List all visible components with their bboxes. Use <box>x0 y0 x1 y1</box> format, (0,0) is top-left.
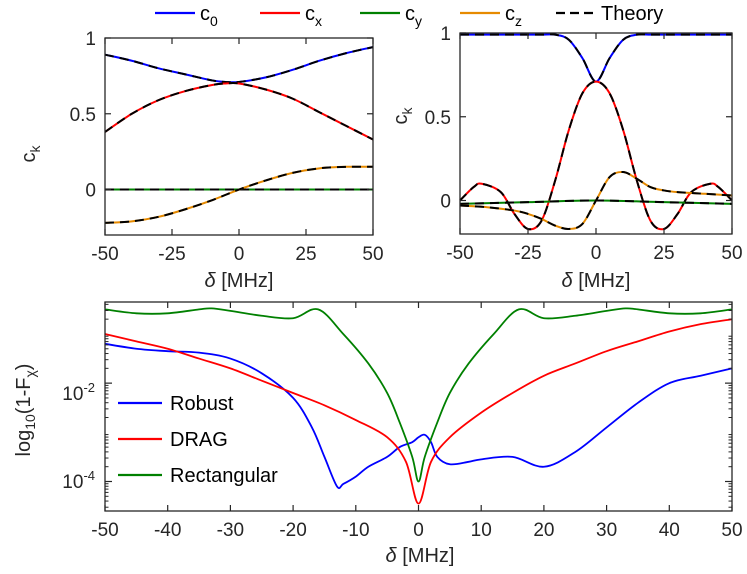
xtick-label: -25 <box>158 244 185 265</box>
xtick-label: 20 <box>533 520 554 541</box>
xtick-label: -50 <box>446 243 473 264</box>
xtick-label: 30 <box>596 520 617 541</box>
xtick-label: -10 <box>342 520 369 541</box>
xtick-label: 25 <box>295 244 316 265</box>
xtick-label: 0 <box>591 243 602 264</box>
legend-label-robust: Robust <box>170 393 234 415</box>
legend-label-0: c0 <box>200 3 218 29</box>
ytick-label: 0.5 <box>425 108 451 129</box>
ytick-label: 1 <box>85 29 96 50</box>
plot-area-bottom <box>105 302 732 511</box>
series-line-drag <box>104 318 733 505</box>
legend: c0 cx cy cz Theory <box>155 3 663 29</box>
ytick-label-1e-4: 10-4 <box>62 468 95 493</box>
legend-label-theory: Theory <box>601 3 663 25</box>
xlabel-top-right: δ [MHz] <box>562 270 631 292</box>
legend-label-x: cx <box>305 3 322 29</box>
theory-line-cz <box>459 170 733 230</box>
theory-line-cz <box>104 165 374 224</box>
xtick-label: 10 <box>471 520 492 541</box>
series-line-cx <box>459 80 733 231</box>
series-line-rectangular <box>104 307 733 483</box>
legend-label-drag: DRAG <box>170 429 228 451</box>
xtick-label: -50 <box>91 244 118 265</box>
panel-top-right: -50 -25 0 25 50 0 0.5 1 ck δ [MHz] <box>390 24 743 292</box>
xtick-label: 50 <box>721 243 742 264</box>
theory-line-cx <box>104 81 374 141</box>
ytick-label: 1 <box>440 24 451 45</box>
theory-line-c0 <box>460 33 732 83</box>
panel-bottom: -50 -40 -30 -20 -10 0 10 20 30 40 50 log10(1-Fχ) δ… <box>13 301 743 567</box>
xtick-label: 40 <box>659 520 680 541</box>
ytick-label: 0 <box>85 181 96 202</box>
xtick-label: 50 <box>721 520 742 541</box>
ylabel-top-right: ck <box>390 107 415 125</box>
plot-area-top-left <box>105 38 373 235</box>
ytick-label: 0.5 <box>70 105 96 126</box>
xtick-label: 0 <box>413 520 424 541</box>
xtick-label: 50 <box>362 244 383 265</box>
legend-label-rectangular: Rectangular <box>170 465 278 487</box>
panel-top-left: -50 -25 0 25 50 0 0.5 1 ck δ [MHz] <box>18 29 384 292</box>
xtick-label: 0 <box>234 244 245 265</box>
xtick-label: 25 <box>653 243 674 264</box>
xtick-label: -25 <box>514 243 541 264</box>
xtick-label: -40 <box>154 520 181 541</box>
xtick-label: -30 <box>217 520 244 541</box>
xtick-label: -50 <box>91 520 118 541</box>
ylabel-top-left: ck <box>18 145 43 163</box>
series-line-robust <box>104 342 733 490</box>
legend-label-y: cy <box>405 3 422 29</box>
theory-line-c0 <box>104 46 374 84</box>
legend-label-z: cz <box>505 3 522 29</box>
ytick-label: 0 <box>440 192 451 213</box>
ylabel-bottom: log10(1-Fχ) <box>13 364 38 457</box>
xlabel-bottom: δ [MHz] <box>386 545 455 567</box>
xtick-label: -20 <box>279 520 306 541</box>
xlabel-top-left: δ [MHz] <box>205 270 274 292</box>
ytick-label-1e-2: 10-2 <box>62 380 95 405</box>
plot-area-top-right <box>460 33 732 234</box>
bottom-legend: Robust DRAG Rectangular <box>118 393 278 487</box>
